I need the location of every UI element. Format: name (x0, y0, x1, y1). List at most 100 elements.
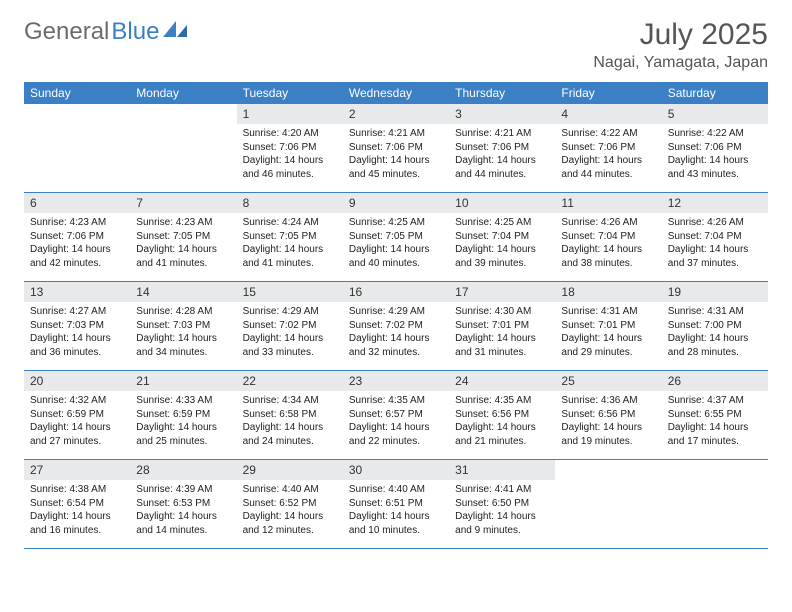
day-cell: 30Sunrise: 4:40 AMSunset: 6:51 PMDayligh… (343, 460, 449, 548)
day-number: 16 (343, 282, 449, 302)
day-number: 12 (662, 193, 768, 213)
day-header: Monday (130, 82, 236, 104)
day-content: Sunrise: 4:41 AMSunset: 6:50 PMDaylight:… (449, 480, 555, 543)
day-content: Sunrise: 4:23 AMSunset: 7:06 PMDaylight:… (24, 213, 130, 276)
day-content: Sunrise: 4:33 AMSunset: 6:59 PMDaylight:… (130, 391, 236, 454)
day-content: Sunrise: 4:40 AMSunset: 6:52 PMDaylight:… (237, 480, 343, 543)
day-content: Sunrise: 4:26 AMSunset: 7:04 PMDaylight:… (662, 213, 768, 276)
day-number: 14 (130, 282, 236, 302)
day-content: Sunrise: 4:40 AMSunset: 6:51 PMDaylight:… (343, 480, 449, 543)
day-cell: 17Sunrise: 4:30 AMSunset: 7:01 PMDayligh… (449, 282, 555, 370)
day-content: Sunrise: 4:34 AMSunset: 6:58 PMDaylight:… (237, 391, 343, 454)
day-cell: 9Sunrise: 4:25 AMSunset: 7:05 PMDaylight… (343, 193, 449, 281)
day-number: 22 (237, 371, 343, 391)
day-number: 23 (343, 371, 449, 391)
day-number: 7 (130, 193, 236, 213)
day-number: 9 (343, 193, 449, 213)
day-content: Sunrise: 4:27 AMSunset: 7:03 PMDaylight:… (24, 302, 130, 365)
day-content: Sunrise: 4:25 AMSunset: 7:04 PMDaylight:… (449, 213, 555, 276)
day-header: Friday (555, 82, 661, 104)
day-header: Tuesday (237, 82, 343, 104)
day-cell: 5Sunrise: 4:22 AMSunset: 7:06 PMDaylight… (662, 104, 768, 192)
day-content: Sunrise: 4:30 AMSunset: 7:01 PMDaylight:… (449, 302, 555, 365)
day-number: 25 (555, 371, 661, 391)
day-content: Sunrise: 4:38 AMSunset: 6:54 PMDaylight:… (24, 480, 130, 543)
day-cell: 28Sunrise: 4:39 AMSunset: 6:53 PMDayligh… (130, 460, 236, 548)
day-content: Sunrise: 4:24 AMSunset: 7:05 PMDaylight:… (237, 213, 343, 276)
day-content: Sunrise: 4:31 AMSunset: 7:01 PMDaylight:… (555, 302, 661, 365)
month-title: July 2025 (593, 18, 768, 52)
week-row: 20Sunrise: 4:32 AMSunset: 6:59 PMDayligh… (24, 371, 768, 460)
day-cell: 21Sunrise: 4:33 AMSunset: 6:59 PMDayligh… (130, 371, 236, 459)
header: GeneralBlue July 2025 Nagai, Yamagata, J… (24, 18, 768, 72)
day-content: Sunrise: 4:32 AMSunset: 6:59 PMDaylight:… (24, 391, 130, 454)
day-cell: 4Sunrise: 4:22 AMSunset: 7:06 PMDaylight… (555, 104, 661, 192)
day-number: 4 (555, 104, 661, 124)
day-cell: 6Sunrise: 4:23 AMSunset: 7:06 PMDaylight… (24, 193, 130, 281)
day-cell: 13Sunrise: 4:27 AMSunset: 7:03 PMDayligh… (24, 282, 130, 370)
title-block: July 2025 Nagai, Yamagata, Japan (593, 18, 768, 72)
day-number: 1 (237, 104, 343, 124)
day-cell: 23Sunrise: 4:35 AMSunset: 6:57 PMDayligh… (343, 371, 449, 459)
day-cell: 31Sunrise: 4:41 AMSunset: 6:50 PMDayligh… (449, 460, 555, 548)
week-row: 27Sunrise: 4:38 AMSunset: 6:54 PMDayligh… (24, 460, 768, 549)
day-cell: 1Sunrise: 4:20 AMSunset: 7:06 PMDaylight… (237, 104, 343, 192)
day-cell: 15Sunrise: 4:29 AMSunset: 7:02 PMDayligh… (237, 282, 343, 370)
day-number: 11 (555, 193, 661, 213)
location: Nagai, Yamagata, Japan (593, 54, 768, 72)
day-content: Sunrise: 4:22 AMSunset: 7:06 PMDaylight:… (555, 124, 661, 187)
day-number: 17 (449, 282, 555, 302)
week-row: 6Sunrise: 4:23 AMSunset: 7:06 PMDaylight… (24, 193, 768, 282)
day-number: 27 (24, 460, 130, 480)
logo-text-blue: Blue (111, 18, 159, 46)
day-content: Sunrise: 4:21 AMSunset: 7:06 PMDaylight:… (449, 124, 555, 187)
logo: GeneralBlue (24, 18, 189, 46)
day-number: 18 (555, 282, 661, 302)
day-content: Sunrise: 4:35 AMSunset: 6:56 PMDaylight:… (449, 391, 555, 454)
day-cell: 2Sunrise: 4:21 AMSunset: 7:06 PMDaylight… (343, 104, 449, 192)
day-cell: 14Sunrise: 4:28 AMSunset: 7:03 PMDayligh… (130, 282, 236, 370)
day-content: Sunrise: 4:37 AMSunset: 6:55 PMDaylight:… (662, 391, 768, 454)
day-number: 10 (449, 193, 555, 213)
day-number: 28 (130, 460, 236, 480)
day-content: Sunrise: 4:29 AMSunset: 7:02 PMDaylight:… (343, 302, 449, 365)
day-cell: 16Sunrise: 4:29 AMSunset: 7:02 PMDayligh… (343, 282, 449, 370)
day-header: Wednesday (343, 82, 449, 104)
day-number: 6 (24, 193, 130, 213)
empty-cell (130, 104, 236, 192)
day-cell: 20Sunrise: 4:32 AMSunset: 6:59 PMDayligh… (24, 371, 130, 459)
day-content: Sunrise: 4:36 AMSunset: 6:56 PMDaylight:… (555, 391, 661, 454)
day-cell: 8Sunrise: 4:24 AMSunset: 7:05 PMDaylight… (237, 193, 343, 281)
day-number: 31 (449, 460, 555, 480)
day-number: 5 (662, 104, 768, 124)
day-number: 30 (343, 460, 449, 480)
day-cell: 3Sunrise: 4:21 AMSunset: 7:06 PMDaylight… (449, 104, 555, 192)
day-cell: 25Sunrise: 4:36 AMSunset: 6:56 PMDayligh… (555, 371, 661, 459)
week-row: 1Sunrise: 4:20 AMSunset: 7:06 PMDaylight… (24, 104, 768, 193)
day-number: 24 (449, 371, 555, 391)
logo-sail-icon (163, 18, 189, 46)
day-cell: 19Sunrise: 4:31 AMSunset: 7:00 PMDayligh… (662, 282, 768, 370)
day-cell: 29Sunrise: 4:40 AMSunset: 6:52 PMDayligh… (237, 460, 343, 548)
day-cell: 12Sunrise: 4:26 AMSunset: 7:04 PMDayligh… (662, 193, 768, 281)
day-content: Sunrise: 4:35 AMSunset: 6:57 PMDaylight:… (343, 391, 449, 454)
day-content: Sunrise: 4:21 AMSunset: 7:06 PMDaylight:… (343, 124, 449, 187)
day-number: 29 (237, 460, 343, 480)
empty-cell (662, 460, 768, 548)
weeks-container: 1Sunrise: 4:20 AMSunset: 7:06 PMDaylight… (24, 104, 768, 549)
day-number: 26 (662, 371, 768, 391)
day-number: 19 (662, 282, 768, 302)
day-content: Sunrise: 4:20 AMSunset: 7:06 PMDaylight:… (237, 124, 343, 187)
empty-cell (555, 460, 661, 548)
day-number: 20 (24, 371, 130, 391)
day-number: 2 (343, 104, 449, 124)
day-header: Thursday (449, 82, 555, 104)
day-cell: 11Sunrise: 4:26 AMSunset: 7:04 PMDayligh… (555, 193, 661, 281)
day-header: Saturday (662, 82, 768, 104)
day-header-row: SundayMondayTuesdayWednesdayThursdayFrid… (24, 82, 768, 104)
day-header: Sunday (24, 82, 130, 104)
day-content: Sunrise: 4:22 AMSunset: 7:06 PMDaylight:… (662, 124, 768, 187)
empty-cell (24, 104, 130, 192)
day-content: Sunrise: 4:23 AMSunset: 7:05 PMDaylight:… (130, 213, 236, 276)
day-content: Sunrise: 4:25 AMSunset: 7:05 PMDaylight:… (343, 213, 449, 276)
